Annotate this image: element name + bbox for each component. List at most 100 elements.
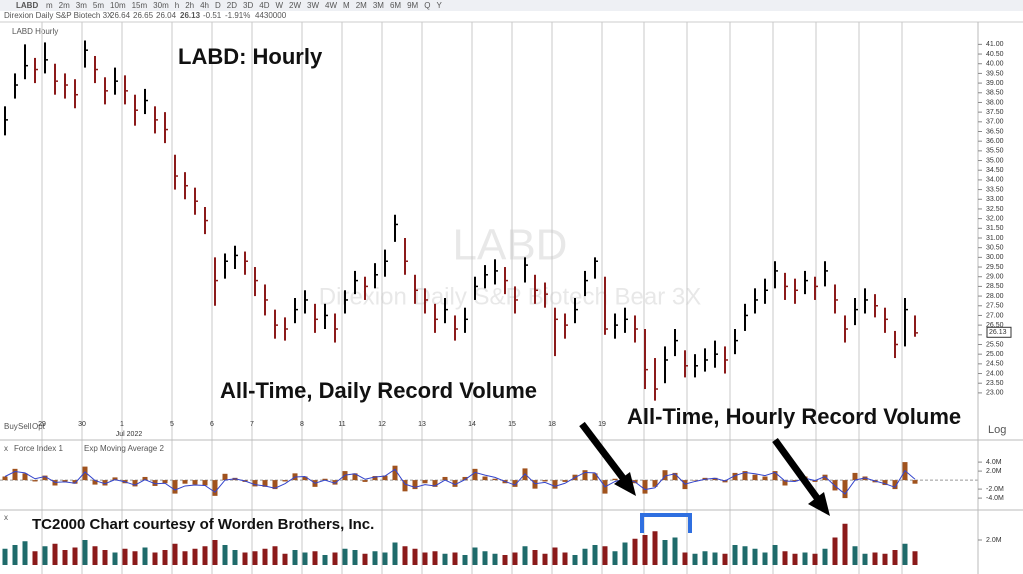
- y-tick-label: 31.50: [986, 225, 1004, 232]
- volume-bar: [432, 551, 438, 565]
- timeframe[interactable]: m: [46, 1, 53, 10]
- arrow-head: [808, 492, 830, 516]
- sell-button[interactable]: Sell: [18, 422, 32, 431]
- panel-title: LABD Hourly: [12, 27, 58, 36]
- force-bar: [182, 480, 188, 484]
- force-bar: [402, 480, 408, 492]
- close-x[interactable]: x: [4, 513, 8, 522]
- timeframe[interactable]: 2D: [227, 1, 237, 10]
- volume-bar: [592, 545, 598, 565]
- timeframe[interactable]: 15m: [132, 1, 148, 10]
- volume-bar: [282, 553, 288, 565]
- force-bar: [582, 470, 588, 481]
- force-bar: [202, 480, 208, 486]
- timeframe[interactable]: W: [275, 1, 283, 10]
- opt-button[interactable]: Opt: [32, 422, 46, 431]
- volume-bar: [492, 553, 498, 565]
- force-bar: [512, 480, 518, 487]
- timeframe[interactable]: h: [175, 1, 179, 10]
- ema-legend: Exp Moving Average 2: [84, 444, 164, 453]
- force-bar: [652, 480, 658, 487]
- timeframe[interactable]: M: [343, 1, 350, 10]
- volume-bar: [102, 550, 108, 565]
- timeframe[interactable]: D: [215, 1, 221, 10]
- volume-bar: [382, 552, 388, 565]
- timeframe[interactable]: 2m: [59, 1, 70, 10]
- y-tick-label: 40.00: [986, 61, 1004, 68]
- volume-bar: [612, 551, 618, 565]
- y-tick-label: 25.00: [986, 351, 1004, 358]
- volume-bar: [482, 551, 488, 565]
- y-tick-label: 28.50: [986, 283, 1004, 290]
- volume-bar: [292, 550, 298, 565]
- timeframe[interactable]: 2M: [356, 1, 367, 10]
- timeframe[interactable]: 2h: [185, 1, 194, 10]
- volume-bar: [772, 545, 778, 565]
- timeframes: m 2m 3m 5m 10m 15m 30m h 2h 4h D 2D 3D 4D W 2W 3W 4W M 2M 3M…: [46, 1, 442, 10]
- force-bar: [392, 465, 398, 481]
- info-low: 26.04: [156, 11, 177, 20]
- y-tick-label: -4.0M: [986, 495, 1004, 502]
- force-bar: [692, 480, 698, 481]
- timeframe[interactable]: Y: [436, 1, 442, 10]
- credit: TC2000 Chart courtesy of Worden Brothers…: [32, 516, 374, 533]
- volume-bar: [22, 541, 28, 565]
- scale-mode[interactable]: Log: [988, 424, 1006, 436]
- volume-bar: [862, 553, 868, 565]
- timeframe[interactable]: 3D: [243, 1, 253, 10]
- force-bar: [592, 473, 598, 481]
- close-x[interactable]: x: [4, 444, 8, 453]
- timeframe[interactable]: 6M: [390, 1, 401, 10]
- volume-bar: [62, 550, 68, 565]
- symbol[interactable]: LABD: [16, 1, 38, 10]
- y-tick-label: 32.50: [986, 206, 1004, 213]
- force-bar: [532, 480, 538, 489]
- volume-bar: [752, 548, 758, 565]
- timeframe[interactable]: 30m: [153, 1, 169, 10]
- timeframe[interactable]: Q: [424, 1, 430, 10]
- force-bar: [382, 475, 388, 481]
- timeframe[interactable]: 3M: [373, 1, 384, 10]
- y-tick-label: 4.0M: [986, 459, 1002, 466]
- x-tick-label: 1: [120, 421, 124, 428]
- volume-bar: [142, 547, 148, 565]
- timeframe[interactable]: 4D: [259, 1, 269, 10]
- force-bar: [222, 473, 228, 481]
- force-bar: [192, 480, 198, 485]
- timeframe[interactable]: 5m: [93, 1, 104, 10]
- volume-bar: [172, 543, 178, 565]
- timeframe[interactable]: 10m: [110, 1, 126, 10]
- volume-bar: [502, 555, 508, 565]
- volume-bar: [552, 547, 558, 565]
- force-bar: [892, 480, 898, 490]
- y-tick-label: 37.00: [986, 119, 1004, 126]
- y-tick-label: 30.50: [986, 245, 1004, 252]
- force-bar: [782, 480, 788, 486]
- timeframe[interactable]: 4W: [325, 1, 337, 10]
- y-tick-label: 38.50: [986, 90, 1004, 97]
- x-tick-label: 5: [170, 421, 174, 428]
- x-tick-label: 7: [250, 421, 254, 428]
- force-bar: [92, 480, 98, 485]
- buy-button[interactable]: Buy: [4, 422, 18, 431]
- volume-bar: [582, 548, 588, 565]
- timeframe[interactable]: 3m: [76, 1, 87, 10]
- annotation: All-Time, Hourly Record Volume: [627, 404, 961, 429]
- y-tick-label: -2.0M: [986, 486, 1004, 493]
- volume-bar: [182, 551, 188, 565]
- volume-bar: [742, 546, 748, 565]
- timeframe[interactable]: 2W: [289, 1, 301, 10]
- force-bar: [162, 480, 168, 484]
- x-tick-label: 11: [338, 421, 345, 428]
- volume-bar: [402, 546, 408, 565]
- y-tick-label: 28.00: [986, 293, 1004, 300]
- volume-bar: [322, 555, 328, 565]
- y-tick-label: 35.00: [986, 157, 1004, 164]
- month-label: Jul 2022: [116, 431, 143, 438]
- force-bar: [472, 468, 478, 481]
- timeframe[interactable]: 4h: [200, 1, 209, 10]
- force-bar: [882, 480, 888, 486]
- y-tick-label: 27.00: [986, 312, 1004, 319]
- timeframe[interactable]: 3W: [307, 1, 319, 10]
- timeframe[interactable]: 9M: [407, 1, 418, 10]
